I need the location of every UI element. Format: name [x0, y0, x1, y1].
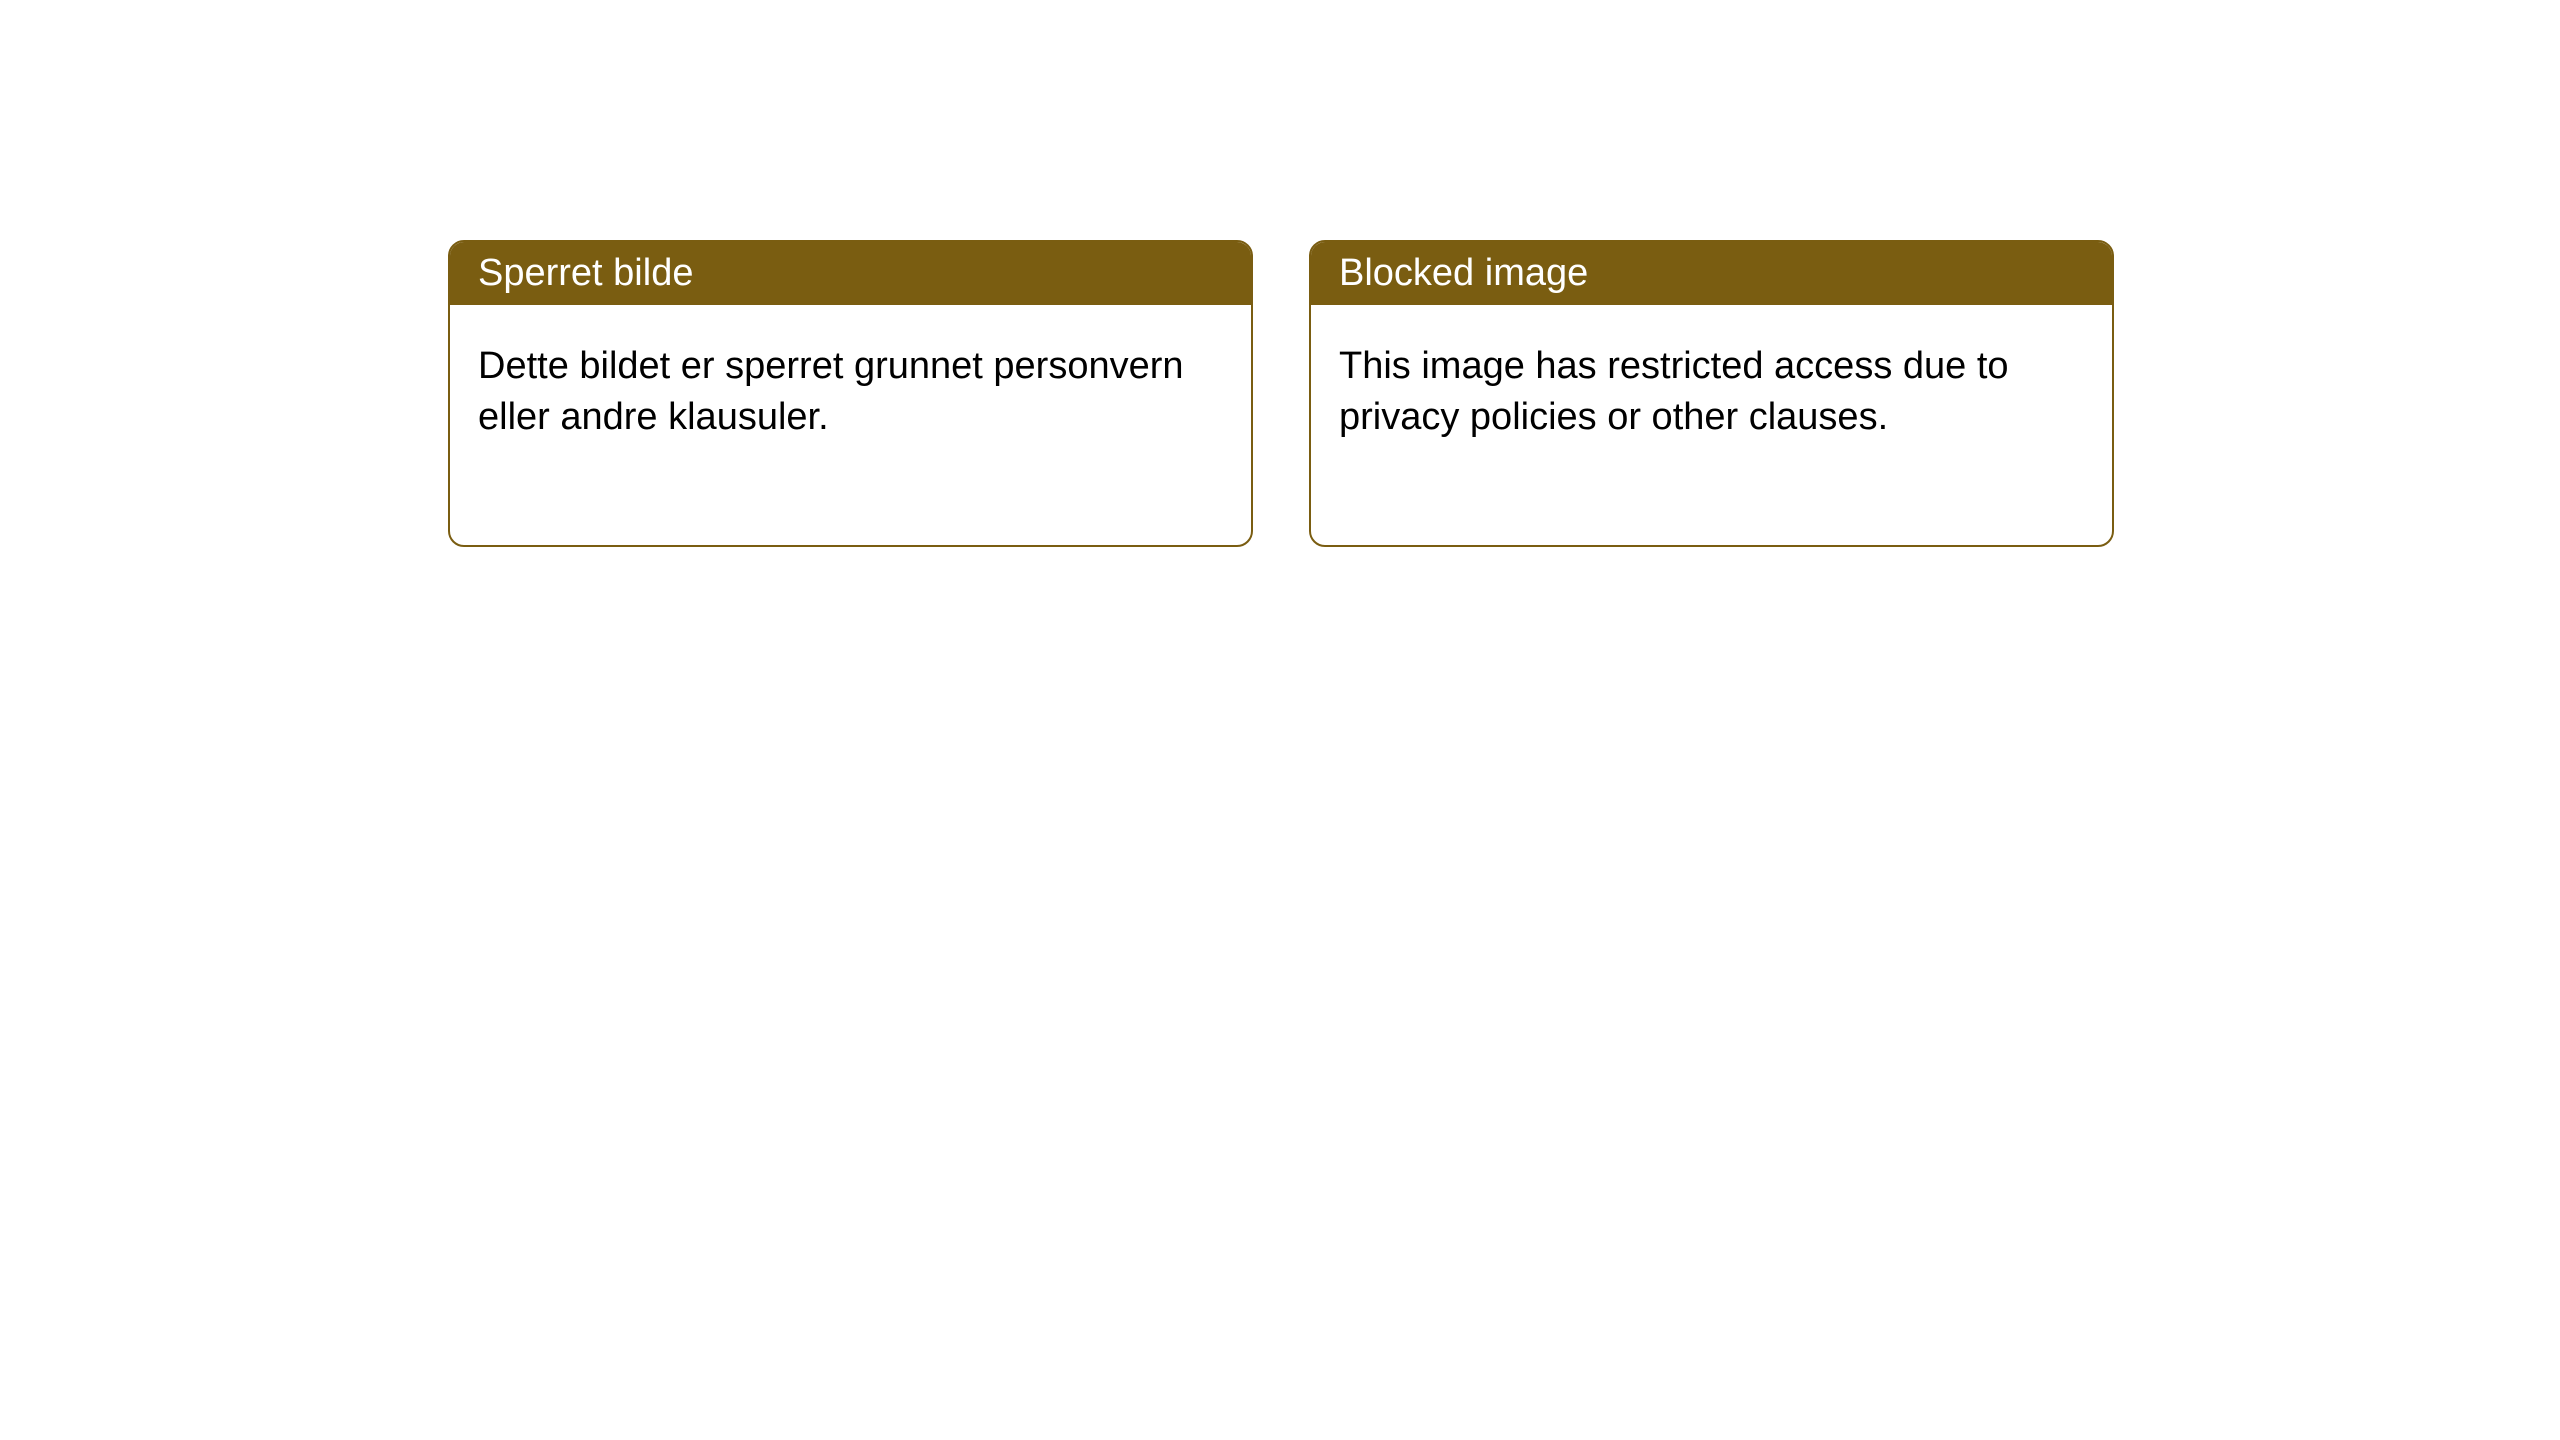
- card-body-text: Dette bildet er sperret grunnet personve…: [478, 345, 1184, 438]
- notice-container: Sperret bilde Dette bildet er sperret gr…: [448, 240, 2560, 547]
- notice-card-english: Blocked image This image has restricted …: [1309, 240, 2114, 547]
- card-title: Blocked image: [1339, 252, 1588, 294]
- notice-card-norwegian: Sperret bilde Dette bildet er sperret gr…: [448, 240, 1253, 547]
- card-body: This image has restricted access due to …: [1311, 305, 2112, 545]
- card-header: Sperret bilde: [450, 242, 1251, 305]
- card-body-text: This image has restricted access due to …: [1339, 345, 2009, 438]
- card-header: Blocked image: [1311, 242, 2112, 305]
- card-body: Dette bildet er sperret grunnet personve…: [450, 305, 1251, 545]
- card-title: Sperret bilde: [478, 252, 693, 294]
